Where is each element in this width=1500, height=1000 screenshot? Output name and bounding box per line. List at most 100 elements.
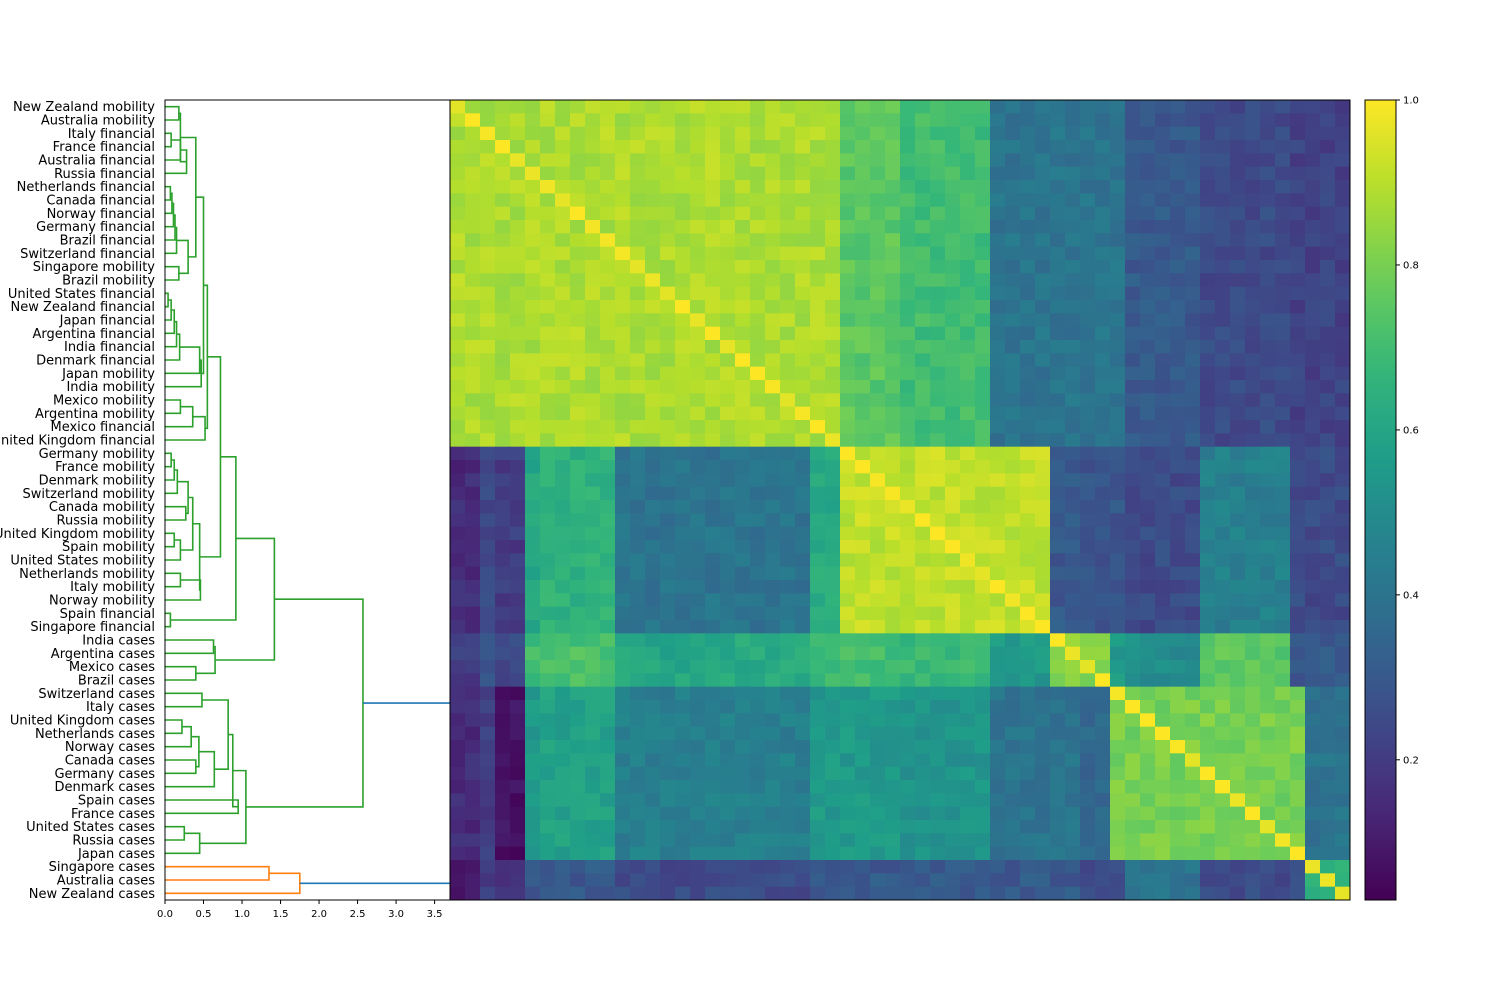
- heatmap-cell: [945, 553, 961, 568]
- heatmap-cell: [480, 246, 496, 261]
- heatmap-cell: [870, 273, 886, 288]
- heatmap-cell: [1200, 353, 1216, 368]
- heatmap-cell: [690, 566, 706, 581]
- heatmap-cell: [1260, 273, 1276, 288]
- leaf-label: Italy mobility: [70, 580, 155, 595]
- heatmap-cell: [1335, 820, 1351, 834]
- heatmap-cell: [1320, 860, 1336, 874]
- heatmap-cell: [450, 153, 466, 168]
- heatmap-cell: [825, 526, 841, 541]
- heatmap-cell: [540, 153, 556, 168]
- heatmap-cell: [780, 460, 796, 474]
- heatmap-cell: [750, 846, 766, 861]
- heatmap-cell: [1290, 300, 1306, 314]
- heatmap-cell: [510, 540, 526, 554]
- heatmap-cell: [915, 806, 931, 821]
- heatmap-cell: [630, 740, 646, 754]
- heatmap-cell: [750, 300, 766, 314]
- heatmap-cell: [1215, 393, 1231, 408]
- heatmap-cell: [600, 700, 616, 714]
- heatmap-cell: [930, 366, 946, 381]
- heatmap-cell: [1305, 673, 1321, 688]
- heatmap-cell: [645, 446, 661, 461]
- heatmap-cell: [1335, 406, 1351, 421]
- heatmap-cell: [960, 633, 976, 648]
- heatmap-cell: [1230, 433, 1246, 448]
- heatmap-cell: [525, 220, 541, 234]
- heatmap-cell: [495, 726, 511, 741]
- heatmap-cell: [1110, 220, 1126, 234]
- heatmap-cell: [1125, 713, 1141, 728]
- heatmap-cell: [1035, 726, 1051, 741]
- heatmap-cell: [900, 500, 916, 514]
- heatmap-cell: [690, 580, 706, 594]
- heatmap-cell: [750, 793, 766, 808]
- heatmap-cell: [1125, 486, 1141, 501]
- heatmap-cell: [1320, 166, 1336, 181]
- heatmap-cell: [675, 473, 691, 488]
- heatmap-cell: [1065, 193, 1081, 208]
- heatmap-cell: [525, 166, 541, 181]
- heatmap-cell: [1305, 353, 1321, 368]
- heatmap-cell: [1215, 286, 1231, 301]
- heatmap-cell: [870, 113, 886, 128]
- heatmap-cell: [945, 353, 961, 368]
- heatmap-cell: [735, 553, 751, 568]
- heatmap-cell: [660, 140, 676, 154]
- dendrogram-link: [165, 505, 187, 521]
- heatmap-cell: [1260, 526, 1276, 541]
- heatmap-cell: [525, 660, 541, 674]
- heatmap-cell: [480, 100, 496, 114]
- leaf-label: Netherlands financial: [17, 180, 155, 195]
- heatmap-cell: [675, 100, 691, 114]
- heatmap-cell: [705, 806, 721, 821]
- heatmap-cell: [825, 566, 841, 581]
- heatmap-cell: [465, 660, 481, 674]
- heatmap-cell: [870, 726, 886, 741]
- heatmap-cell: [495, 593, 511, 608]
- heatmap-cell: [765, 806, 781, 821]
- heatmap-cell: [525, 153, 541, 168]
- heatmap-cell: [645, 553, 661, 568]
- heatmap-cell: [645, 433, 661, 448]
- colorbar-tick-label: 0.6: [1403, 425, 1419, 436]
- heatmap-cell: [690, 633, 706, 648]
- heatmap-cell: [585, 246, 601, 261]
- heatmap-cell: [720, 153, 736, 168]
- heatmap-cell: [540, 580, 556, 594]
- heatmap-cell: [1215, 793, 1231, 808]
- heatmap-cell: [1155, 380, 1171, 394]
- heatmap-cell: [855, 286, 871, 301]
- heatmap-cell: [780, 606, 796, 621]
- heatmap-cell: [510, 793, 526, 808]
- heatmap-cell: [1245, 100, 1261, 114]
- heatmap-cell: [1335, 273, 1351, 288]
- heatmap-cell: [825, 246, 841, 261]
- heatmap-cell: [1275, 860, 1291, 874]
- heatmap-cell: [1095, 246, 1111, 261]
- heatmap-cell: [870, 540, 886, 554]
- heatmap-cell: [900, 273, 916, 288]
- heatmap-cell: [960, 206, 976, 221]
- heatmap-cell: [1065, 260, 1081, 274]
- heatmap-cell: [1005, 500, 1021, 514]
- heatmap-cell: [705, 553, 721, 568]
- heatmap-cell: [840, 753, 856, 768]
- heatmap-cell: [570, 726, 586, 741]
- heatmap-cell: [735, 860, 751, 874]
- heatmap-cell: [1230, 233, 1246, 248]
- heatmap-cell: [750, 193, 766, 208]
- heatmap-cell: [1245, 486, 1261, 501]
- heatmap-cell: [990, 593, 1006, 608]
- heatmap-cell: [1170, 366, 1186, 381]
- heatmap-cell: [810, 420, 826, 434]
- heatmap-cell: [810, 793, 826, 808]
- heatmap-cell: [510, 353, 526, 368]
- heatmap-cell: [1005, 406, 1021, 421]
- heatmap-cell: [675, 380, 691, 394]
- heatmap-cell: [750, 380, 766, 394]
- heatmap-cell: [870, 126, 886, 141]
- heatmap-cell: [1080, 526, 1096, 541]
- heatmap-cell: [690, 780, 706, 794]
